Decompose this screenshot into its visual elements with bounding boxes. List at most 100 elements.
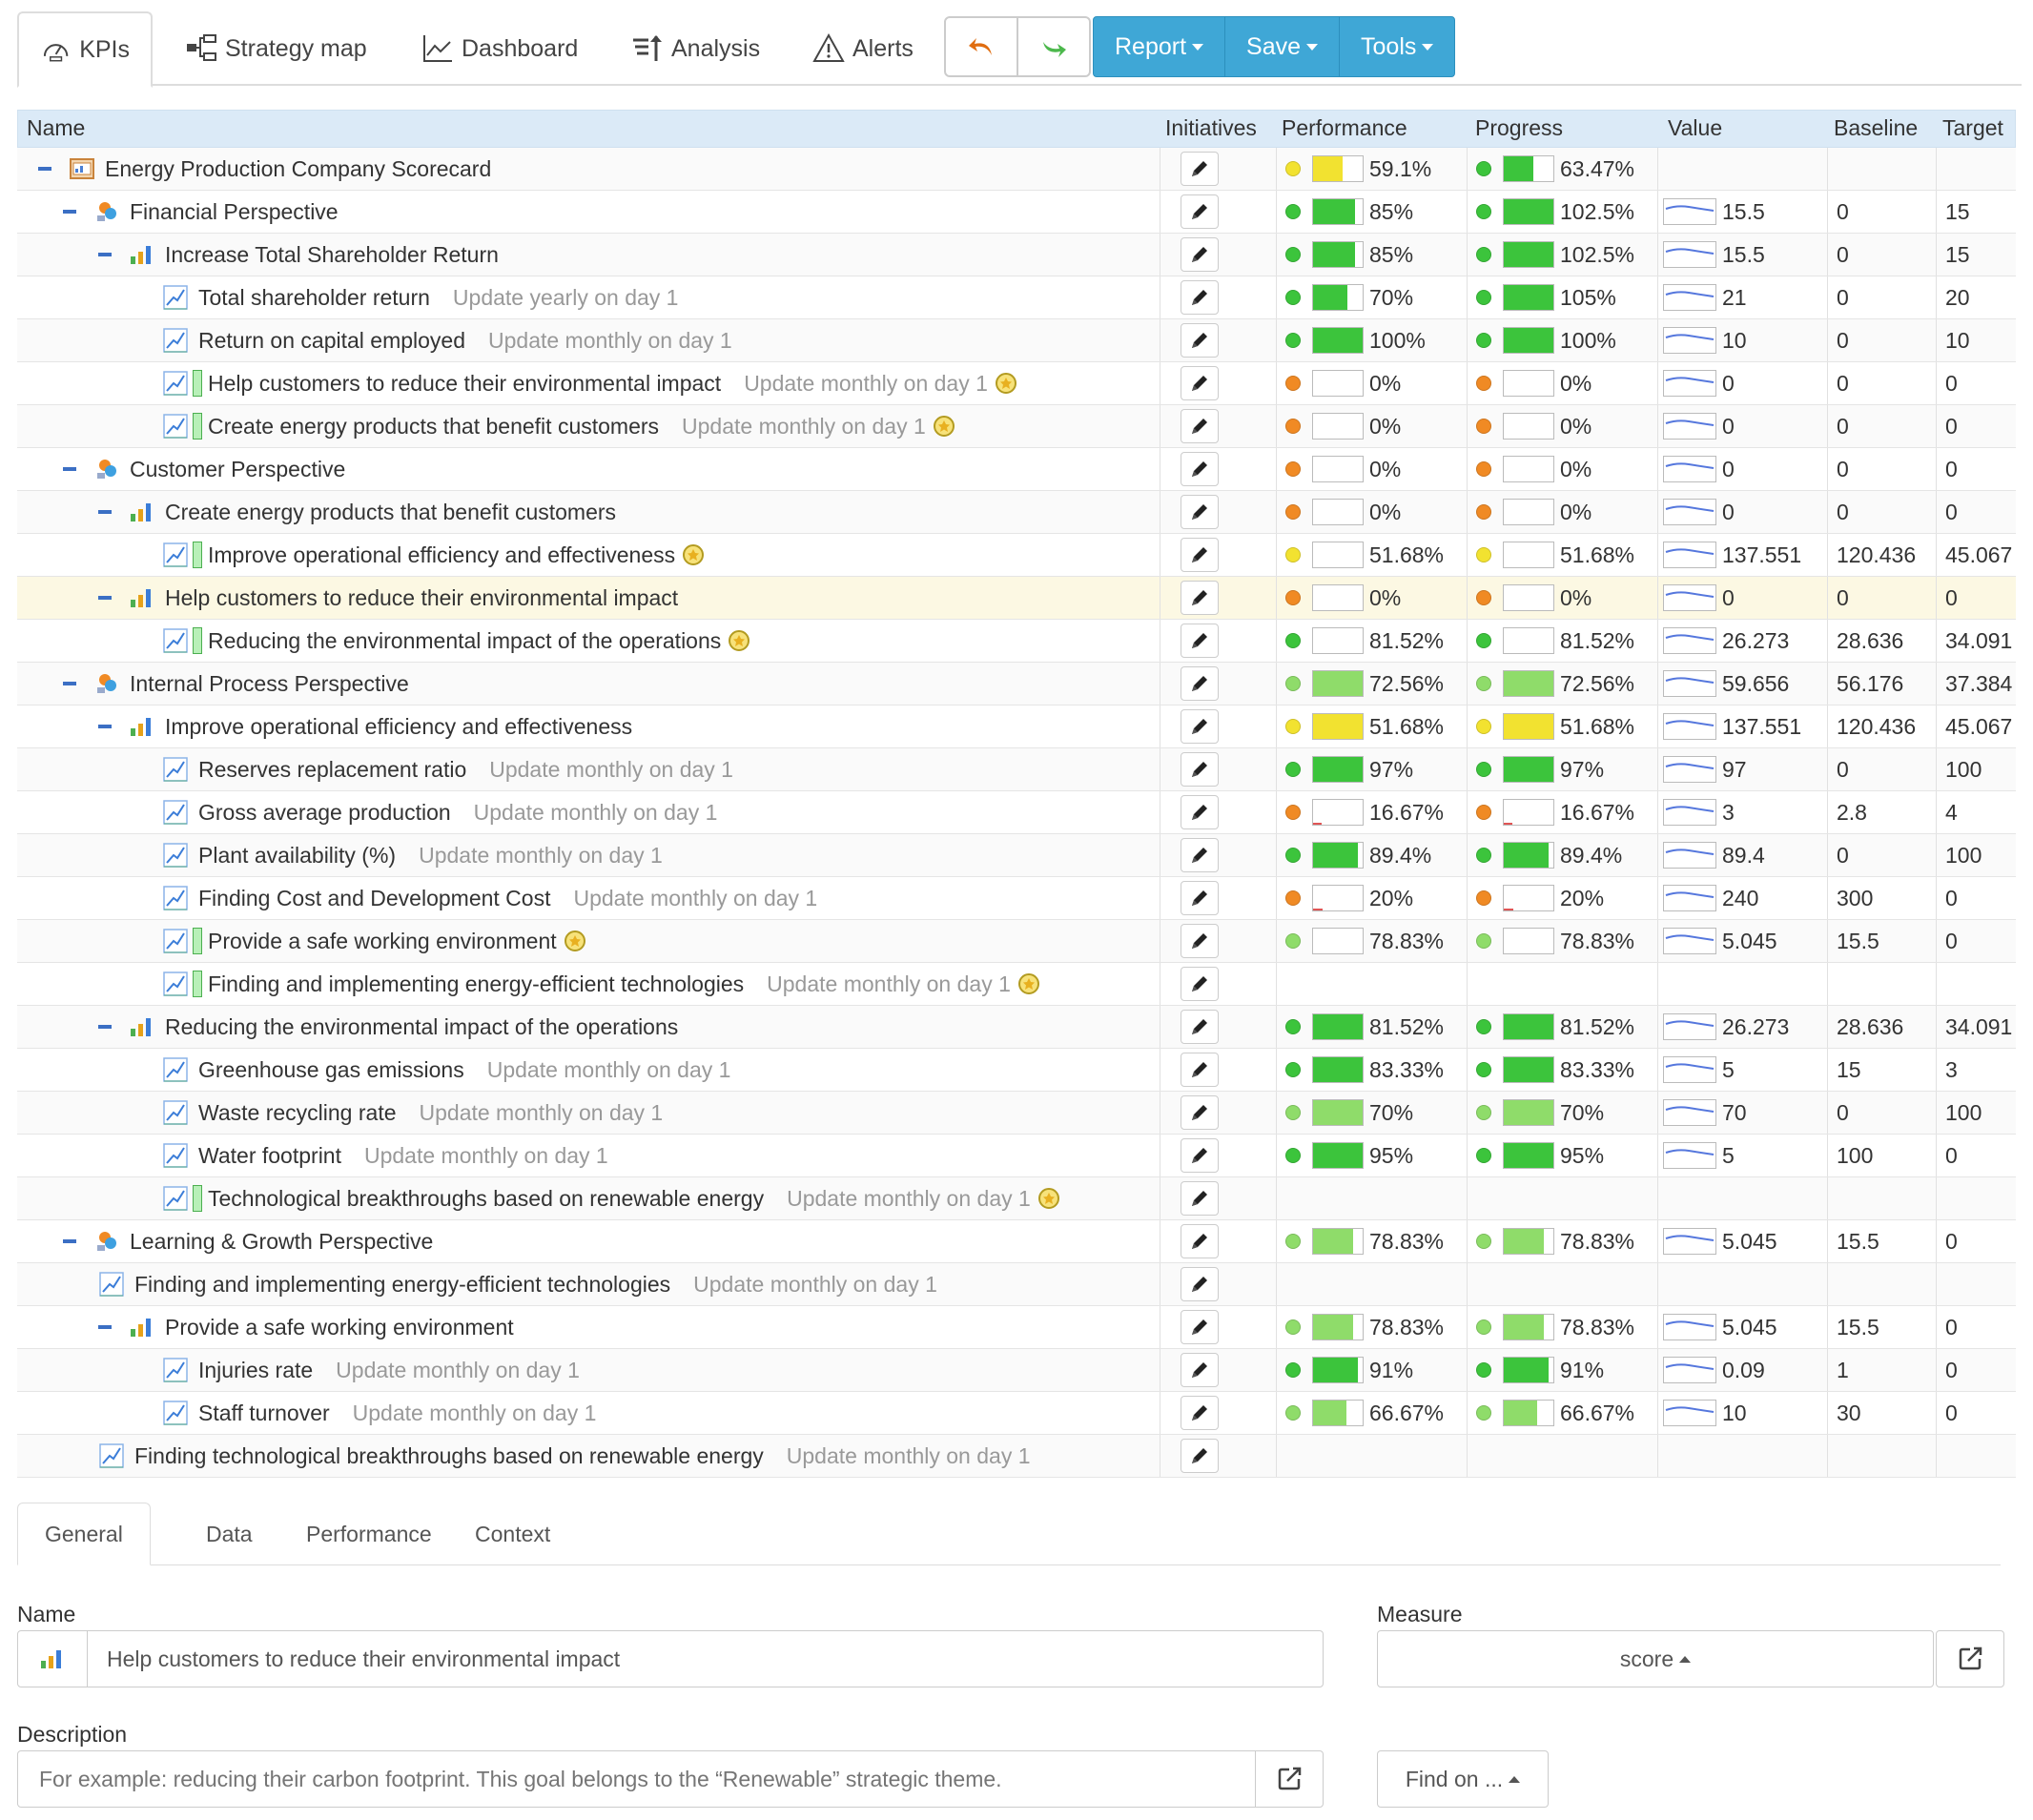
col-value-header[interactable]: Value xyxy=(1668,115,1723,140)
table-row[interactable]: Reserves replacement ratio Update monthly… xyxy=(17,748,2016,791)
edit-initiatives-button[interactable] xyxy=(1181,666,1219,701)
row-name[interactable]: Waste recycling rate xyxy=(198,1099,397,1125)
name-input[interactable] xyxy=(88,1645,1323,1673)
row-name[interactable]: Reducing the environmental impact of the… xyxy=(208,627,722,653)
table-row[interactable]: Total shareholder return Update yearly on… xyxy=(17,276,2016,319)
edit-initiatives-button[interactable] xyxy=(1181,581,1219,615)
table-row[interactable]: Finding and implementing energy-efficien… xyxy=(17,1263,2016,1306)
edit-initiatives-button[interactable] xyxy=(1181,881,1219,915)
table-row[interactable]: Financial Perspective 85% 102.5% 15.5 0 15 xyxy=(17,191,2016,234)
row-name[interactable]: Finding and implementing energy-efficien… xyxy=(208,971,745,996)
edit-initiatives-button[interactable] xyxy=(1181,1053,1219,1087)
collapse-toggle-icon[interactable] xyxy=(63,467,76,471)
tab-data[interactable]: Data xyxy=(179,1503,279,1565)
table-row[interactable]: Energy Production Company Scorecard 59.1%… xyxy=(17,148,2016,191)
report-menu-button[interactable]: Report xyxy=(1094,17,1226,76)
edit-initiatives-button[interactable] xyxy=(1181,1095,1219,1130)
tab-kpis[interactable]: KPIs xyxy=(17,11,153,88)
row-name[interactable]: Internal Process Perspective xyxy=(130,670,409,696)
description-input[interactable] xyxy=(18,1765,1255,1793)
col-baseline-header[interactable]: Baseline xyxy=(1834,115,1919,140)
row-name[interactable]: Injuries rate xyxy=(198,1357,314,1382)
edit-initiatives-button[interactable] xyxy=(1181,237,1219,272)
row-name[interactable]: Provide a safe working environment xyxy=(165,1314,514,1339)
row-name[interactable]: Help customers to reduce their environme… xyxy=(165,584,679,610)
col-name-header[interactable]: Name xyxy=(27,115,86,140)
row-name[interactable]: Provide a safe working environment xyxy=(208,928,557,953)
collapse-toggle-icon[interactable] xyxy=(98,253,112,256)
row-name[interactable]: Gross average production xyxy=(198,799,451,825)
row-name[interactable]: Financial Perspective xyxy=(130,198,339,224)
edit-initiatives-button[interactable] xyxy=(1181,323,1219,358)
tools-menu-button[interactable]: Tools xyxy=(1340,17,1454,76)
table-row[interactable]: Reducing the environmental impact of the… xyxy=(17,620,2016,663)
table-row[interactable]: Learning & Growth Perspective 78.83% 78.83… xyxy=(17,1220,2016,1263)
row-name[interactable]: Help customers to reduce their environme… xyxy=(208,370,722,396)
row-name[interactable]: Finding technological breakthroughs base… xyxy=(134,1442,764,1468)
tab-alerts[interactable]: Alerts xyxy=(791,11,934,86)
edit-initiatives-button[interactable] xyxy=(1181,495,1219,529)
collapse-toggle-icon[interactable] xyxy=(98,510,112,514)
row-name[interactable]: Finding Cost and Development Cost xyxy=(198,885,551,910)
tab-performance[interactable]: Performance xyxy=(279,1503,459,1565)
collapse-toggle-icon[interactable] xyxy=(63,1239,76,1243)
row-name[interactable]: Customer Perspective xyxy=(130,456,346,481)
edit-initiatives-button[interactable] xyxy=(1181,152,1219,186)
row-name[interactable]: Water footprint xyxy=(198,1142,341,1168)
table-row[interactable]: Technological breakthroughs based on ren… xyxy=(17,1177,2016,1220)
row-name[interactable]: Energy Production Company Scorecard xyxy=(105,155,492,181)
edit-initiatives-button[interactable] xyxy=(1181,452,1219,486)
name-field[interactable] xyxy=(17,1630,1324,1687)
edit-initiatives-button[interactable] xyxy=(1181,1181,1219,1216)
row-name[interactable]: Learning & Growth Perspective xyxy=(130,1228,434,1254)
tab-general[interactable]: General xyxy=(17,1503,151,1565)
edit-initiatives-button[interactable] xyxy=(1181,795,1219,829)
collapse-toggle-icon[interactable] xyxy=(98,1025,112,1029)
tab-analysis[interactable]: Analysis xyxy=(610,11,781,86)
measure-edit-button[interactable] xyxy=(1936,1630,2004,1687)
col-target-header[interactable]: Target xyxy=(1942,115,2003,140)
edit-initiatives-button[interactable] xyxy=(1181,194,1219,229)
collapse-toggle-icon[interactable] xyxy=(98,725,112,728)
table-row[interactable]: Help customers to reduce their environme… xyxy=(17,362,2016,405)
table-row[interactable]: Greenhouse gas emissions Update monthly o… xyxy=(17,1049,2016,1092)
row-name[interactable]: Greenhouse gas emissions xyxy=(198,1056,464,1082)
description-field[interactable] xyxy=(17,1750,1324,1808)
table-row[interactable]: Increase Total Shareholder Return 85% 102.… xyxy=(17,234,2016,276)
table-row[interactable]: Waste recycling rate Update monthly on da… xyxy=(17,1092,2016,1135)
table-row[interactable]: Provide a safe working environment 78.83%… xyxy=(17,920,2016,963)
table-row[interactable]: Finding and implementing energy-efficien… xyxy=(17,963,2016,1006)
edit-initiatives-button[interactable] xyxy=(1181,1138,1219,1173)
row-name[interactable]: Finding and implementing energy-efficien… xyxy=(134,1271,671,1297)
table-row[interactable]: Plant availability (%) Update monthly on … xyxy=(17,834,2016,877)
save-menu-button[interactable]: Save xyxy=(1225,17,1341,76)
table-row[interactable]: Create energy products that benefit cust… xyxy=(17,491,2016,534)
collapse-toggle-icon[interactable] xyxy=(63,210,76,214)
edit-initiatives-button[interactable] xyxy=(1181,1310,1219,1344)
table-row[interactable]: Help customers to reduce their environme… xyxy=(17,577,2016,620)
edit-initiatives-button[interactable] xyxy=(1181,1010,1219,1044)
redo-button[interactable] xyxy=(1018,18,1089,75)
edit-initiatives-button[interactable] xyxy=(1181,967,1219,1001)
row-name[interactable]: Technological breakthroughs based on ren… xyxy=(208,1185,765,1211)
row-name[interactable]: Plant availability (%) xyxy=(198,842,397,868)
table-row[interactable]: Staff turnover Update monthly on day 1 66.… xyxy=(17,1392,2016,1435)
tab-dashboard[interactable]: Dashboard xyxy=(400,11,599,86)
edit-initiatives-button[interactable] xyxy=(1181,838,1219,872)
collapse-toggle-icon[interactable] xyxy=(98,1325,112,1329)
edit-initiatives-button[interactable] xyxy=(1181,752,1219,787)
col-progress-header[interactable]: Progress xyxy=(1475,115,1564,140)
collapse-toggle-icon[interactable] xyxy=(98,596,112,600)
undo-button[interactable] xyxy=(946,18,1018,75)
tab-context[interactable]: Context xyxy=(448,1503,577,1565)
table-row[interactable]: Reducing the environmental impact of the… xyxy=(17,1006,2016,1049)
table-row[interactable]: Internal Process Perspective 72.56% 72.56%… xyxy=(17,663,2016,706)
row-name[interactable]: Reducing the environmental impact of the… xyxy=(165,1013,679,1039)
row-name[interactable]: Staff turnover xyxy=(198,1400,330,1425)
find-on-dropdown[interactable]: Find on ... xyxy=(1377,1750,1549,1808)
table-row[interactable]: Improve operational efficiency and effec… xyxy=(17,706,2016,748)
collapse-toggle-icon[interactable] xyxy=(63,682,76,685)
table-row[interactable]: Improve operational efficiency and effec… xyxy=(17,534,2016,577)
row-name[interactable]: Create energy products that benefit cust… xyxy=(165,499,617,524)
row-name[interactable]: Increase Total Shareholder Return xyxy=(165,241,499,267)
